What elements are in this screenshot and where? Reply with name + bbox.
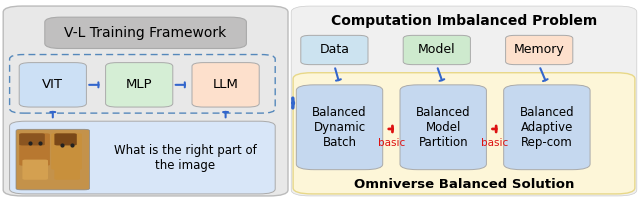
- FancyBboxPatch shape: [19, 63, 86, 107]
- FancyBboxPatch shape: [291, 6, 637, 196]
- FancyBboxPatch shape: [54, 133, 77, 145]
- Text: Computation Imbalanced Problem: Computation Imbalanced Problem: [331, 14, 597, 28]
- FancyBboxPatch shape: [16, 129, 90, 190]
- Text: Balanced
Model
Partition: Balanced Model Partition: [416, 106, 470, 149]
- Text: basic: basic: [378, 138, 405, 148]
- Text: What is the right part of
the image: What is the right part of the image: [113, 144, 256, 171]
- FancyBboxPatch shape: [403, 35, 470, 65]
- Text: Balanced
Dynamic
Batch: Balanced Dynamic Batch: [312, 106, 367, 149]
- FancyBboxPatch shape: [400, 85, 486, 170]
- FancyBboxPatch shape: [301, 35, 368, 65]
- FancyBboxPatch shape: [10, 121, 275, 194]
- FancyBboxPatch shape: [106, 63, 173, 107]
- FancyBboxPatch shape: [19, 133, 45, 145]
- Text: Model: Model: [418, 43, 456, 57]
- FancyBboxPatch shape: [293, 73, 635, 194]
- Text: basic: basic: [481, 138, 509, 148]
- Text: Memory: Memory: [514, 43, 564, 57]
- FancyBboxPatch shape: [19, 133, 50, 166]
- Text: Data: Data: [319, 43, 349, 57]
- Text: VIT: VIT: [42, 78, 63, 91]
- Text: MLP: MLP: [126, 78, 152, 91]
- FancyBboxPatch shape: [22, 160, 48, 180]
- FancyBboxPatch shape: [54, 160, 80, 180]
- FancyBboxPatch shape: [51, 133, 82, 170]
- Text: Omniverse Balanced Solution: Omniverse Balanced Solution: [354, 178, 574, 191]
- FancyBboxPatch shape: [3, 6, 288, 196]
- Text: V-L Training Framework: V-L Training Framework: [65, 26, 227, 40]
- FancyBboxPatch shape: [45, 17, 246, 48]
- Text: Balanced
Adaptive
Rep-com: Balanced Adaptive Rep-com: [520, 106, 574, 149]
- FancyBboxPatch shape: [192, 63, 259, 107]
- FancyBboxPatch shape: [504, 85, 590, 170]
- Text: LLM: LLM: [212, 78, 239, 91]
- FancyBboxPatch shape: [296, 85, 383, 170]
- FancyBboxPatch shape: [506, 35, 573, 65]
